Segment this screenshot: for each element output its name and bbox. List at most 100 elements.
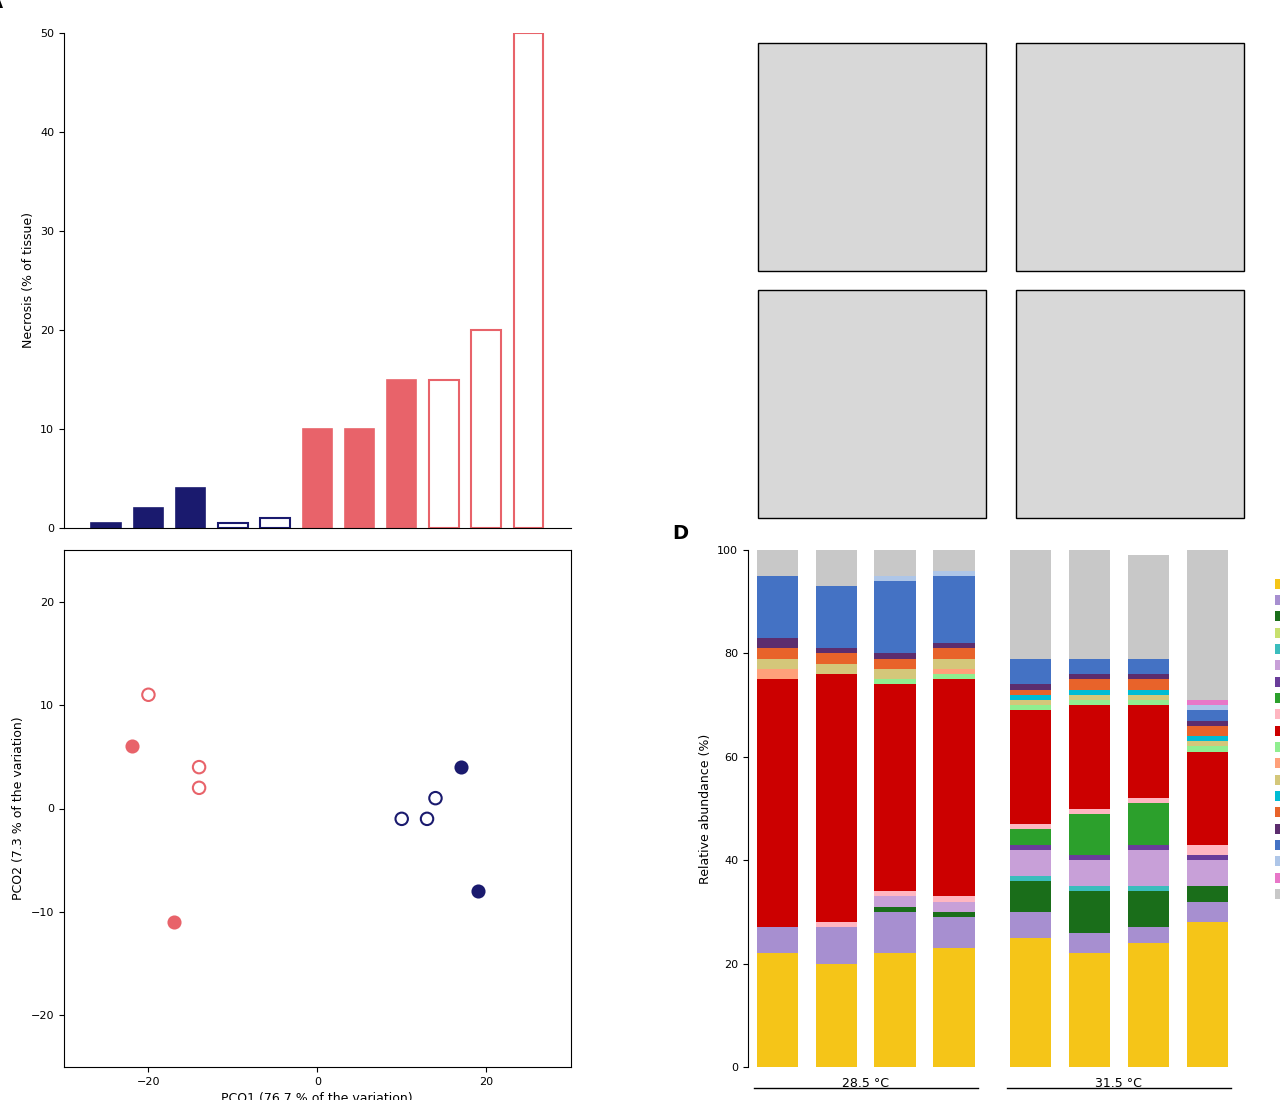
Bar — [1187, 902, 1228, 922]
Bar — [1187, 550, 1228, 700]
Bar — [933, 575, 974, 644]
Bar — [874, 891, 915, 896]
Bar — [1010, 690, 1051, 695]
Bar — [1128, 927, 1169, 943]
Bar — [1069, 674, 1110, 679]
Bar — [815, 927, 856, 964]
Bar — [1069, 855, 1110, 860]
Bar — [1187, 845, 1228, 855]
Bar — [815, 550, 856, 586]
Bar — [933, 912, 974, 917]
Point — [451, 758, 471, 776]
Bar — [1128, 799, 1169, 803]
Bar — [1010, 700, 1051, 705]
Bar — [1128, 850, 1169, 887]
Text: B: B — [722, 33, 737, 52]
Bar — [933, 896, 974, 902]
Bar — [1010, 881, 1051, 912]
Y-axis label: Necrosis (% of tissue): Necrosis (% of tissue) — [22, 212, 35, 349]
Bar — [1010, 845, 1051, 850]
Bar — [1069, 814, 1110, 855]
Bar — [218, 522, 247, 528]
Bar — [1069, 659, 1110, 674]
Bar — [756, 550, 797, 576]
Point — [138, 686, 159, 704]
Point — [425, 790, 445, 807]
Bar — [874, 653, 915, 659]
Y-axis label: Relative abundance (%): Relative abundance (%) — [699, 734, 712, 883]
Bar — [1128, 700, 1169, 705]
Bar — [1010, 824, 1051, 829]
Bar — [1128, 695, 1169, 700]
Point — [1000, 1081, 1015, 1094]
Bar — [1069, 705, 1110, 808]
Bar — [1069, 887, 1110, 891]
Bar — [260, 518, 289, 528]
Bar — [756, 648, 797, 659]
Point — [467, 882, 488, 900]
Point — [189, 779, 210, 796]
Bar — [815, 653, 856, 663]
Bar — [1069, 860, 1110, 887]
Bar — [1187, 751, 1228, 845]
Bar — [874, 581, 915, 653]
Bar — [1010, 695, 1051, 700]
Bar — [756, 669, 797, 679]
Point — [392, 810, 412, 827]
Bar — [175, 488, 205, 528]
Bar — [1128, 690, 1169, 695]
Bar — [1010, 937, 1051, 1067]
Bar — [1128, 556, 1169, 659]
Y-axis label: PCO2 (7.3 % of the variation): PCO2 (7.3 % of the variation) — [13, 717, 26, 900]
Bar — [1069, 933, 1110, 954]
Bar — [1069, 891, 1110, 933]
Bar — [91, 522, 122, 528]
Bar — [1069, 700, 1110, 705]
Bar — [1128, 891, 1169, 927]
Bar — [874, 912, 915, 954]
Point — [970, 1081, 986, 1094]
Bar — [1187, 855, 1228, 860]
Bar — [756, 954, 797, 1067]
Bar — [1069, 690, 1110, 695]
Bar — [756, 679, 797, 927]
Bar — [1128, 705, 1169, 799]
Bar — [815, 964, 856, 1067]
Bar — [933, 550, 974, 571]
Bar — [815, 648, 856, 653]
Bar — [874, 669, 915, 679]
Bar — [133, 508, 164, 528]
Bar — [1069, 808, 1110, 814]
Bar — [1010, 705, 1051, 711]
Text: A: A — [0, 0, 3, 12]
Bar — [1187, 887, 1228, 902]
Bar — [815, 663, 856, 674]
Bar — [1128, 803, 1169, 845]
Bar — [1187, 741, 1228, 747]
Bar — [874, 659, 915, 669]
Point — [189, 758, 210, 776]
Bar — [874, 906, 915, 912]
Bar — [1187, 747, 1228, 751]
Bar — [1010, 876, 1051, 881]
Bar — [1010, 850, 1051, 876]
Bar — [874, 684, 915, 891]
Bar — [933, 659, 974, 669]
Bar — [344, 429, 374, 528]
Bar — [471, 330, 500, 528]
Bar — [1187, 922, 1228, 1067]
Bar — [933, 679, 974, 896]
Bar — [1010, 829, 1051, 845]
Bar — [1069, 550, 1110, 659]
Bar — [1128, 680, 1169, 690]
Bar — [1187, 700, 1228, 705]
Bar — [756, 927, 797, 954]
Bar — [933, 669, 974, 674]
Bar — [513, 33, 543, 528]
Bar — [756, 576, 797, 638]
Bar — [1128, 887, 1169, 891]
Bar — [874, 679, 915, 684]
Bar — [1187, 736, 1228, 741]
Bar — [1187, 720, 1228, 726]
Bar — [429, 379, 458, 528]
